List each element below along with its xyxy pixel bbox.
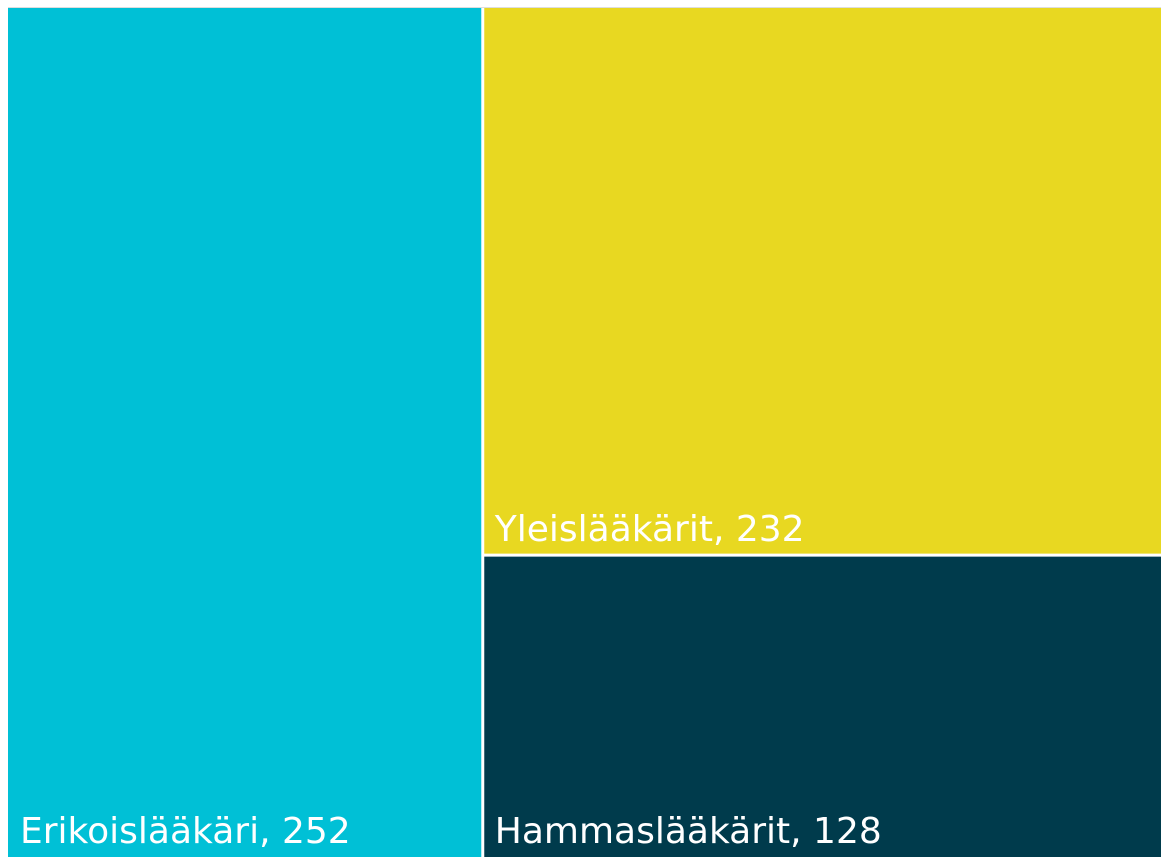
treemap-cell — [484, 8, 1161, 554]
cell-label: Yleislääkärit, 232 — [494, 509, 805, 550]
cell-label: Hammaslääkärit, 128 — [495, 811, 882, 852]
treemap-cell — [484, 556, 1161, 857]
cell-label: Erikoislääkäri, 252 — [20, 811, 351, 852]
treemap-cell — [8, 8, 482, 857]
